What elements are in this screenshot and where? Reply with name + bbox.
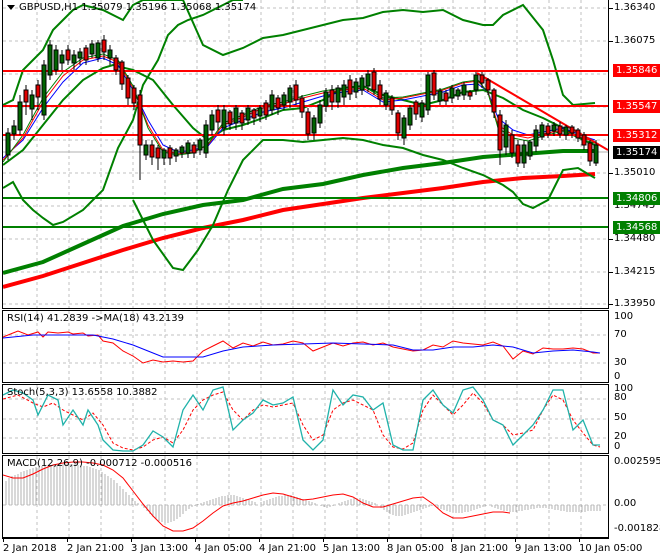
axis-tick	[609, 304, 613, 305]
price-label: 1.36340	[614, 2, 656, 13]
bollinger-lower	[3, 0, 243, 227]
ma100-line	[3, 149, 595, 275]
rsi-axis-label: 100	[614, 311, 634, 322]
stoch-axis-label: 0	[614, 441, 621, 452]
main-price-chart[interactable]: GBPUSD,H1 1.35079 1.35196 1.35068 1.3517…	[2, 0, 609, 309]
macd-axis-label: 0.002595	[614, 456, 660, 467]
stoch-axis-label: 50	[614, 412, 627, 423]
macd-axis-label: 0.00	[614, 498, 637, 509]
stoch-axis-label: 80	[614, 392, 627, 403]
chart-header: GBPUSD,H1 1.35079 1.35196 1.35068 1.3517…	[7, 2, 256, 13]
stoch-axis-label: 20	[614, 431, 627, 442]
time-tick	[451, 538, 452, 542]
time-tick	[579, 538, 580, 542]
axis-tick	[609, 239, 613, 240]
ma200-line	[3, 172, 596, 289]
time-label: 5 Jan 13:00	[323, 543, 380, 554]
time-axis-line	[2, 538, 609, 539]
axis-tick	[609, 41, 613, 42]
candles	[5, 35, 599, 180]
time-tick	[515, 538, 516, 542]
time-label: 3 Jan 13:00	[131, 543, 188, 554]
axis-tick	[609, 272, 613, 273]
time-tick	[323, 538, 324, 542]
price-label: 1.35010	[614, 167, 656, 178]
current-price-tag: 1.35174	[613, 146, 660, 159]
time-label: 8 Jan 05:00	[387, 543, 444, 554]
axis-tick	[609, 173, 613, 174]
macd-plot	[3, 456, 608, 537]
price-plot	[3, 0, 608, 308]
rsi-ma-line	[3, 334, 601, 358]
time-tick	[387, 538, 388, 542]
time-label: 8 Jan 21:00	[451, 543, 508, 554]
time-tick	[67, 538, 68, 542]
resistance-2-tag: 1.35547	[613, 100, 660, 113]
rsi-axis-label: 0	[614, 371, 621, 382]
support-1-tag: 1.34806	[613, 192, 660, 205]
resistance-1-tag: 1.35846	[613, 64, 660, 77]
macd-signal-line	[3, 461, 511, 532]
stoch-title: Stoch(5,3,3) 13.6558 10.3882	[7, 387, 158, 398]
time-tick	[3, 538, 4, 542]
dropdown-arrow-icon[interactable]	[7, 4, 15, 10]
time-label: 2 Jan 21:00	[67, 543, 124, 554]
rsi-panel[interactable]: RSI(14) 41.2839 ->MA(18) 43.2139	[2, 310, 609, 383]
macd-title: MACD(12,26,9) -0.000712 -0.000516	[7, 458, 192, 469]
time-label: 4 Jan 21:00	[259, 543, 316, 554]
rsi-title: RSI(14) 41.2839 ->MA(18) 43.2139	[7, 313, 184, 324]
time-label: 10 Jan 05:00	[579, 543, 643, 554]
price-label: 1.34215	[614, 266, 656, 277]
stoch-plot	[3, 385, 608, 453]
rsi-axis-label: 30	[614, 357, 627, 368]
time-tick	[259, 538, 260, 542]
rsi-plot	[3, 311, 608, 382]
price-label: 1.33950	[614, 298, 656, 309]
bollinger-lower-2	[132, 136, 596, 272]
macd-panel[interactable]: MACD(12,26,9) -0.000712 -0.000516	[2, 455, 609, 538]
time-tick	[131, 538, 132, 542]
macd-axis-label: -0.001828	[614, 523, 660, 534]
bollinger-middle	[3, 63, 596, 166]
time-label: 9 Jan 13:00	[515, 543, 572, 554]
rsi-grid	[3, 311, 608, 382]
time-tick	[195, 538, 196, 542]
ma-fast-green	[3, 53, 596, 163]
macd-histogram	[5, 464, 601, 523]
axis-tick	[609, 8, 613, 9]
stoch-signal-line	[3, 391, 601, 451]
price-label: 1.34745	[614, 200, 656, 211]
chart-header-text: GBPUSD,H1 1.35079 1.35196 1.35068 1.3517…	[19, 2, 257, 13]
resistance-3-tag: 1.35312	[613, 129, 660, 142]
stoch-axis-label: 100	[614, 383, 634, 394]
price-label: 1.36075	[614, 35, 656, 46]
price-label: 1.34480	[614, 233, 656, 244]
time-label: 4 Jan 05:00	[195, 543, 252, 554]
rsi-axis-label: 70	[614, 329, 627, 340]
time-label: 2 Jan 2018	[3, 543, 57, 554]
stoch-grid	[3, 385, 608, 453]
bollinger-upper	[3, 0, 596, 107]
stochastic-panel[interactable]: Stoch(5,3,3) 13.6558 10.3882	[2, 384, 609, 454]
support-2-tag: 1.34568	[613, 221, 660, 234]
stoch-main-line	[3, 386, 600, 452]
